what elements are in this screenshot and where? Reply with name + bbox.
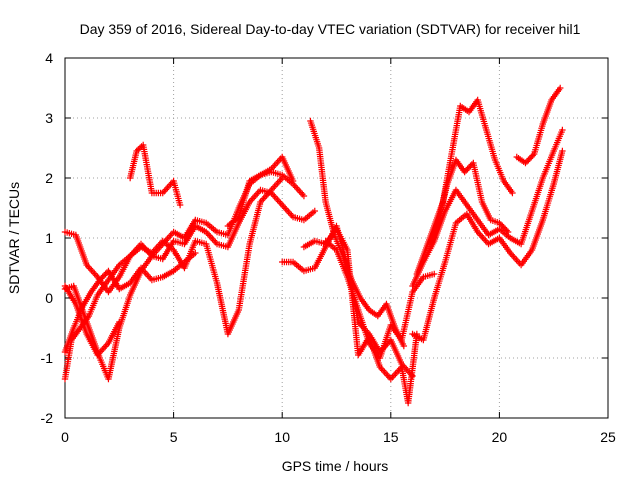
y-tick-label: -1 [41,350,54,366]
data-point [497,221,505,228]
x-tick-label: 0 [61,429,69,445]
data-point [464,165,471,173]
x-tick-label: 20 [492,429,508,445]
y-tick-label: 2 [45,170,53,186]
data-point [496,219,503,227]
series-line [412,150,564,341]
data-point [192,249,199,257]
data-point [289,177,297,185]
y-tick-label: 0 [45,290,53,306]
data-point [501,225,509,233]
series-line [64,171,305,293]
series-7 [224,153,297,230]
series-16 [513,84,564,167]
data-point [522,159,529,167]
data-point [176,201,184,209]
series-6 [126,141,184,209]
data-point [300,192,308,200]
data-point [500,224,507,231]
series-3 [61,174,286,383]
data-point [116,318,123,326]
data-point [100,272,108,279]
y-tick-label: 4 [45,50,53,66]
data-point [431,270,438,278]
data-point [503,227,510,234]
data-point [504,228,512,236]
series-12 [409,147,566,344]
data-point [279,174,286,182]
data-point [467,162,474,170]
data-point [509,189,516,197]
series-line [129,144,181,206]
data-point [99,273,106,281]
data-point [529,152,536,159]
y-tick-label: -2 [41,410,54,426]
y-tick-label: 1 [45,230,53,246]
y-axis-label: SDTVAR / TECUs [6,182,22,294]
data-point [400,342,408,350]
series-15 [426,156,512,248]
data-point [311,207,318,215]
data-point [526,155,534,162]
data-point [557,84,564,92]
x-axis-label: GPS time / hours [282,458,389,474]
chart-title: Day 359 of 2016, Sidereal Day-to-day VTE… [80,21,581,37]
x-tick-label: 10 [274,429,290,445]
data-marks [61,84,566,407]
data-point [559,147,566,155]
data-point [528,153,535,161]
x-tick-label: 5 [170,429,178,445]
grid [65,58,608,418]
series-5 [61,282,123,359]
data-point [98,275,105,282]
data-point [499,222,506,230]
series-4 [61,249,199,356]
data-point [525,156,532,164]
data-point [523,158,531,165]
x-tick-label: 25 [600,429,616,445]
data-point [96,276,103,284]
axis-ticks: 0 5 10 15 20 25 -2 -1 0 1 2 3 4 [41,50,616,445]
x-tick-label: 15 [383,429,399,445]
y-tick-label: 3 [45,110,53,126]
data-point [461,168,468,176]
data-point [559,126,566,134]
data-point [462,167,470,174]
